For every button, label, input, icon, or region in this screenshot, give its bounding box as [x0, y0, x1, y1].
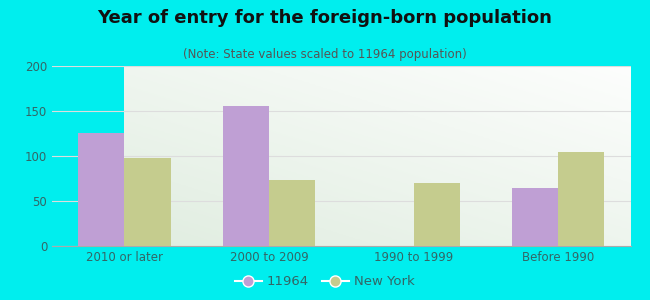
Text: Year of entry for the foreign-born population: Year of entry for the foreign-born popul… [98, 9, 552, 27]
Bar [512, 188, 558, 246]
Bar [269, 180, 315, 246]
Bar [558, 152, 605, 246]
Bar [413, 183, 460, 246]
Bar [223, 106, 269, 246]
Bar [78, 133, 124, 246]
Text: (Note: State values scaled to 11964 population): (Note: State values scaled to 11964 popu… [183, 48, 467, 61]
Bar [124, 158, 170, 246]
Legend: 11964, New York: 11964, New York [230, 270, 420, 293]
